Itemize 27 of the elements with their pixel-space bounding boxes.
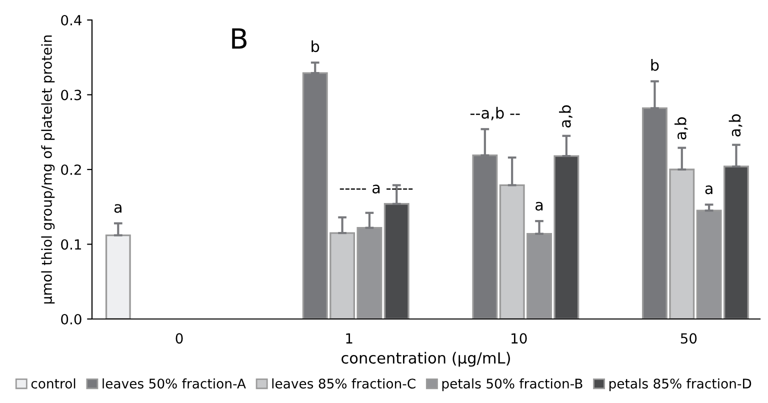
annotation: a [114,204,122,213]
annotation: a,b [559,105,572,128]
annotation: a,b [728,114,742,136]
x-tick-label: 1 [346,333,352,344]
x-tick-label: 50 [680,333,697,344]
annotation: ----- a ----- [340,184,413,194]
legend-label: control [31,378,76,389]
legend-label: leaves 85% fraction-C [272,378,416,389]
legend-label: petals 50% fraction-B [442,378,582,392]
annotation: --a,b -- [470,106,520,120]
y-tick-label: 0.3 [61,90,82,100]
y-tick-label: 0.1 [61,239,81,250]
y-tick-label: 0.2 [61,164,81,175]
annotation: b [312,40,320,52]
x-tick-label: 0 [176,333,183,344]
legend-label: petals 85% fraction-D [609,378,752,392]
annotation: B [232,28,247,49]
annotation: a [535,202,543,211]
x-axis-title: concentration (µg/mL) [342,352,510,367]
y-tick-label: 0.0 [61,314,82,324]
annotation: a,b [674,117,688,140]
annotation: a [705,185,712,194]
legend-label: leaves 50% fraction-A [102,378,246,389]
y-axis-title: µmol thiol group/mg of platelet protein [41,35,55,304]
y-tick-label: 0.4 [61,14,82,26]
annotation: b [651,59,659,71]
x-tick-label: 10 [512,333,527,344]
